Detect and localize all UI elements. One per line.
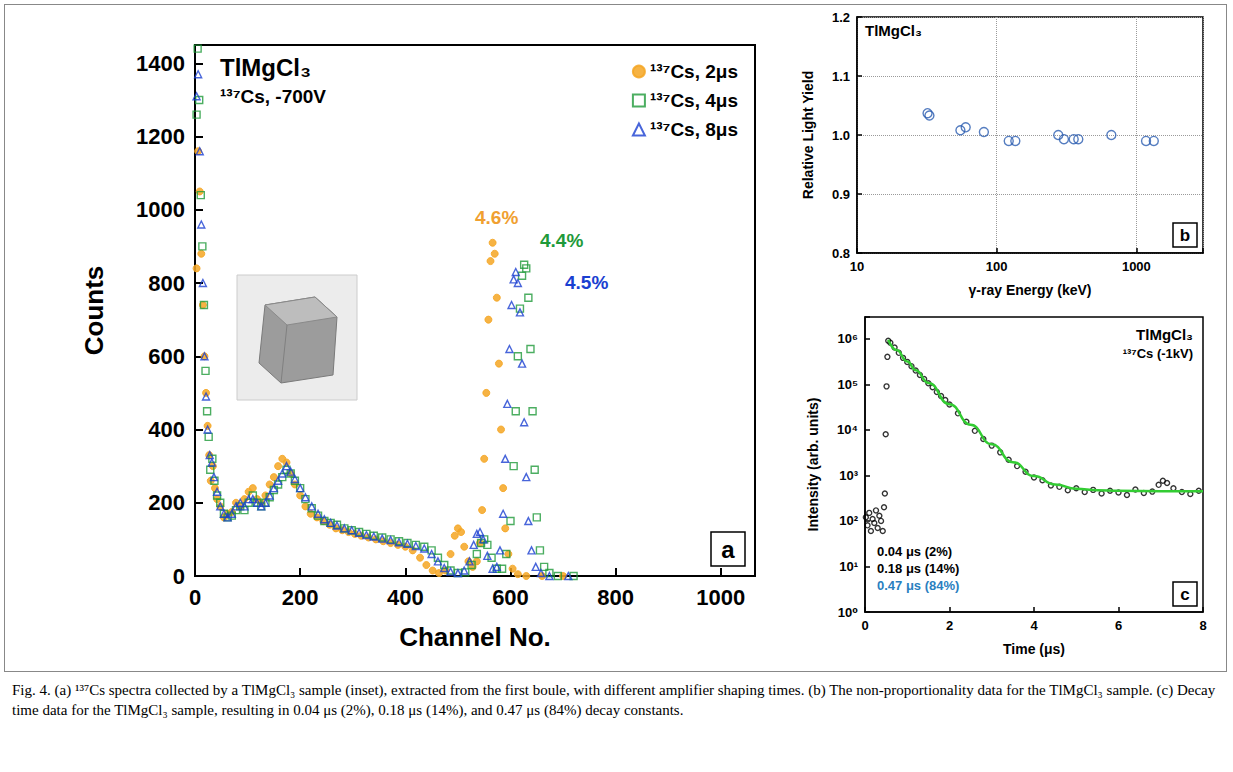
svg-text:6: 6 [1115, 618, 1122, 633]
svg-text:400: 400 [148, 417, 185, 442]
svg-text:400: 400 [387, 585, 424, 610]
svg-text:4.6%: 4.6% [475, 207, 518, 228]
svg-text:¹³⁷Cs, -700V: ¹³⁷Cs, -700V [220, 86, 326, 107]
svg-text:1000: 1000 [1122, 259, 1151, 274]
svg-text:c: c [1180, 585, 1189, 604]
svg-text:Relative Light Yield: Relative Light Yield [800, 71, 816, 199]
svg-text:1200: 1200 [136, 124, 185, 149]
svg-text:0: 0 [173, 564, 185, 589]
svg-text:10⁵: 10⁵ [837, 377, 858, 392]
svg-text:600: 600 [492, 585, 529, 610]
svg-text:b: b [1180, 226, 1190, 245]
svg-text:1.0: 1.0 [832, 128, 850, 143]
svg-text:10⁶: 10⁶ [838, 331, 858, 346]
svg-text:Channel No.: Channel No. [399, 622, 551, 652]
svg-text:¹³⁷Cs, 4μs: ¹³⁷Cs, 4μs [650, 90, 738, 111]
svg-text:800: 800 [597, 585, 634, 610]
svg-text:1.2: 1.2 [832, 10, 850, 25]
svg-text:10: 10 [850, 259, 864, 274]
svg-text:0.9: 0.9 [832, 187, 850, 202]
svg-text:¹³⁷Cs (-1kV): ¹³⁷Cs (-1kV) [1123, 346, 1193, 361]
svg-text:0: 0 [861, 618, 868, 633]
svg-text:a: a [721, 536, 735, 563]
svg-text:TlMgCl₃: TlMgCl₃ [1136, 326, 1193, 343]
svg-text:1000: 1000 [136, 197, 185, 222]
svg-text:1400: 1400 [136, 51, 185, 76]
svg-text:¹³⁷Cs, 2μs: ¹³⁷Cs, 2μs [650, 61, 738, 82]
svg-text:200: 200 [148, 490, 185, 515]
svg-text:2: 2 [946, 618, 953, 633]
html-text:Fig. 4. (a) ¹³⁷Cs spectra coll: Fig. 4. (a) ¹³⁷Cs spectra collected by a… [12, 682, 1216, 718]
svg-text:0.18 μs (14%): 0.18 μs (14%) [877, 561, 959, 576]
svg-text:600: 600 [148, 344, 185, 369]
svg-text:4: 4 [1030, 618, 1038, 633]
svg-text:100: 100 [986, 259, 1008, 274]
svg-text:10⁰: 10⁰ [838, 605, 858, 620]
svg-text:Counts: Counts [79, 266, 109, 356]
svg-text:10³: 10³ [839, 468, 858, 483]
svg-text:TlMgCl₃: TlMgCl₃ [865, 22, 922, 39]
svg-text:1.1: 1.1 [832, 69, 850, 84]
svg-text:¹³⁷Cs, 8μs: ¹³⁷Cs, 8μs [650, 119, 738, 140]
svg-text:0.04 μs (2%): 0.04 μs (2%) [877, 544, 952, 559]
svg-text:4.4%: 4.4% [540, 230, 583, 251]
svg-text:200: 200 [282, 585, 319, 610]
svg-text:10²: 10² [839, 513, 858, 528]
svg-text:Intensity (arb. units): Intensity (arb. units) [805, 398, 821, 532]
svg-text:γ-ray Energy (keV): γ-ray Energy (keV) [969, 282, 1092, 298]
svg-text:10⁴: 10⁴ [837, 422, 858, 437]
svg-text:TlMgCl₃: TlMgCl₃ [220, 54, 311, 81]
svg-text:1000: 1000 [696, 585, 745, 610]
svg-text:800: 800 [148, 271, 185, 296]
svg-text:0.47 μs (84%): 0.47 μs (84%) [877, 578, 959, 593]
svg-text:0: 0 [189, 585, 201, 610]
svg-text:Time (μs): Time (μs) [1003, 641, 1065, 657]
svg-text:4.5%: 4.5% [565, 272, 608, 293]
svg-text:0.8: 0.8 [832, 246, 850, 261]
svg-text:8: 8 [1199, 618, 1206, 633]
svg-text:10¹: 10¹ [839, 559, 858, 574]
